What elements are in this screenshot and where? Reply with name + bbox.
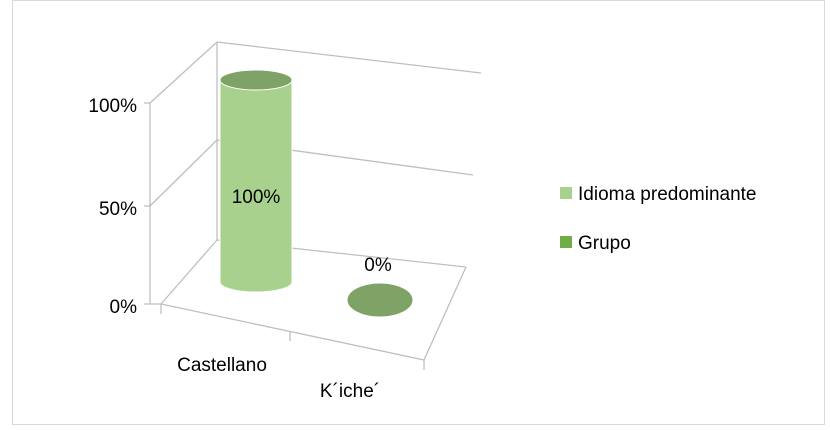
floor-front-edge: [160, 303, 425, 361]
bar-kiche-disc: [346, 282, 414, 318]
data-label-castellano: 100%: [232, 187, 281, 208]
y-tick-label-100: 100%: [88, 96, 137, 117]
floor-left-edge: [160, 239, 218, 305]
y-tick-label-0: 0%: [110, 297, 138, 318]
y-tick-label-50: 50%: [99, 199, 137, 220]
back-wall: [144, 41, 482, 370]
chart-area: [12, 0, 825, 425]
bar-castellano-body: [219, 79, 293, 293]
bar-castellano-top: [219, 69, 293, 91]
side-wall-top: [149, 41, 218, 104]
bars-group: [219, 69, 414, 318]
legend-swatch-idioma: [560, 187, 572, 199]
legend: Idioma predominante Grupo: [560, 184, 757, 254]
legend-label-grupo: Grupo: [578, 233, 631, 254]
side-wall-mid: [149, 139, 218, 207]
data-label-kiche: 0%: [364, 255, 392, 276]
floor-right-edge: [423, 266, 467, 361]
category-label-kiche: K´iche´: [320, 381, 380, 402]
gridline-100: [216, 41, 482, 74]
category-label-castellano: Castellano: [177, 355, 267, 376]
legend-label-idioma: Idioma predominante: [578, 184, 757, 205]
legend-swatch-grupo: [560, 236, 572, 248]
